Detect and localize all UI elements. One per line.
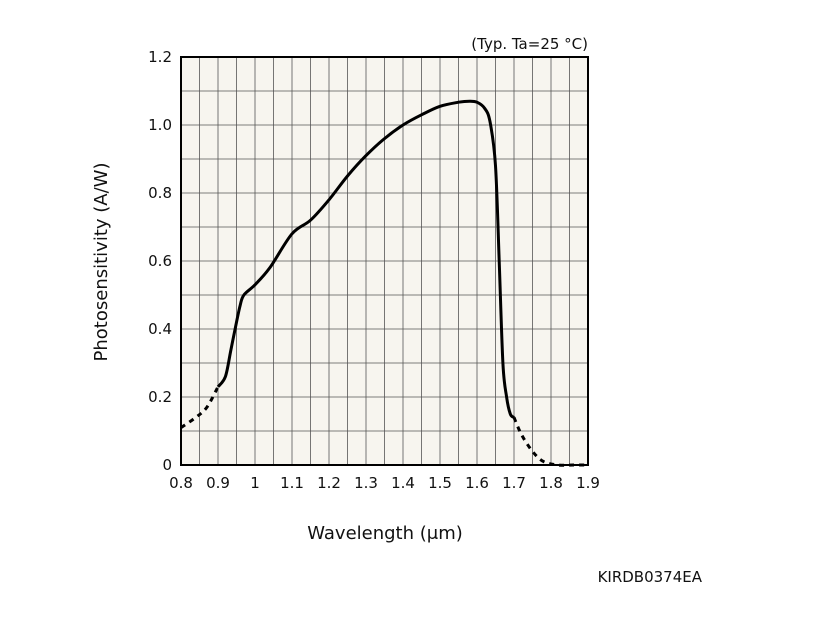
- x-tick-label: 1.3: [354, 474, 378, 492]
- grid: [181, 57, 588, 465]
- y-tick-label: 0: [162, 456, 172, 474]
- photosensitivity-curve: [216, 99, 516, 419]
- plot-frame: [180, 56, 589, 466]
- y-tick-label: 1.0: [148, 116, 172, 134]
- x-tick-label: 0.9: [206, 474, 230, 492]
- x-tick-label: 1.9: [576, 474, 600, 492]
- x-tick-label: 1.4: [391, 474, 415, 492]
- x-tick-label: 1.7: [502, 474, 526, 492]
- x-tick-label: 1.2: [317, 474, 341, 492]
- condition-note: (Typ. Ta=25 °C): [471, 35, 588, 53]
- y-axis-title: Photosensitivity (A/W): [91, 163, 112, 362]
- y-tick-label: 0.4: [148, 320, 172, 338]
- y-tick-label: 0.8: [148, 184, 172, 202]
- x-axis-title: Wavelength (μm): [307, 523, 463, 544]
- x-tick-label: 1.8: [539, 474, 563, 492]
- x-tick-label: 1.1: [280, 474, 304, 492]
- figure-code: KIRDB0374EA: [598, 568, 703, 586]
- y-axis-ticks: 0 0.2 0.4 0.6 0.8 1.0 1.2: [148, 48, 172, 474]
- y-tick-label: 0.6: [148, 252, 172, 270]
- y-tick-label: 1.2: [148, 48, 172, 66]
- x-tick-label: 1: [250, 474, 260, 492]
- y-tick-label: 0.2: [148, 388, 172, 406]
- x-tick-label: 1.5: [428, 474, 452, 492]
- x-tick-label: 0.8: [169, 474, 193, 492]
- x-tick-label: 1.6: [465, 474, 489, 492]
- x-axis-ticks: 0.8 0.9 1 1.1 1.2 1.3 1.4 1.5 1.6 1.7 1.8 1.9: [169, 474, 600, 492]
